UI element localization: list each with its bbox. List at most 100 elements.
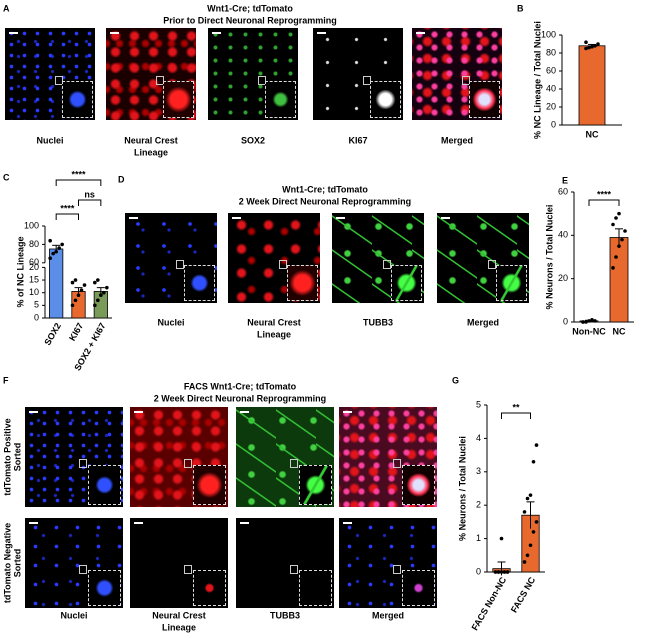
y-tick-label: 20	[546, 101, 556, 111]
y-tick-label: 0	[476, 566, 481, 576]
micrograph	[332, 213, 424, 303]
panel-title: Prior to Direct Neuronal Reprogramming	[163, 15, 337, 25]
data-point	[581, 320, 585, 324]
data-point	[534, 443, 539, 447]
micrograph	[5, 28, 95, 120]
data-point	[614, 255, 618, 259]
data-point	[82, 283, 87, 287]
channel-label: Nuclei	[60, 610, 87, 620]
data-point	[105, 285, 109, 290]
y-tick-label: 0	[34, 312, 39, 322]
data-point	[93, 303, 97, 308]
micrograph	[437, 213, 529, 303]
data-point	[73, 298, 78, 303]
data-point	[70, 280, 75, 285]
data-point	[525, 496, 530, 501]
data-point	[96, 298, 100, 303]
panel-label: E	[562, 175, 568, 185]
data-point	[593, 319, 597, 323]
data-point	[620, 237, 624, 242]
channel-label: Merged	[372, 610, 404, 620]
data-point	[499, 536, 504, 541]
panel-title: Wnt1-Cre; tdTomato	[282, 184, 368, 194]
y-tick-label: 100	[541, 29, 556, 39]
data-point	[505, 570, 510, 574]
data-point	[623, 229, 627, 233]
channel-label: Lineage	[134, 147, 168, 157]
x-tick-label: SOX2	[42, 321, 63, 347]
bar	[578, 45, 606, 126]
panel-label: G	[452, 375, 459, 385]
data-point	[528, 543, 533, 548]
channel-label: Neural Crest	[124, 135, 178, 145]
data-point	[60, 242, 64, 247]
row-label: Sorted	[12, 443, 22, 472]
micrograph	[339, 518, 437, 608]
significance-label: **	[512, 402, 520, 412]
micrograph	[106, 28, 196, 120]
data-point	[496, 570, 501, 574]
y-tick-label: 60	[546, 65, 556, 75]
data-point	[522, 510, 527, 514]
data-point	[79, 288, 84, 292]
y-tick-label: 15	[29, 274, 39, 284]
panel-label: A	[3, 3, 10, 13]
x-tick-label: NC	[613, 326, 626, 336]
panel-label: D	[118, 174, 125, 184]
y-tick-label: 1	[476, 533, 481, 543]
micrograph	[412, 28, 502, 120]
x-tick-label: FACS Non-NC	[470, 575, 509, 632]
data-point	[76, 293, 81, 298]
data-point	[596, 42, 600, 46]
x-tick-label: KI67	[67, 321, 85, 342]
significance-label: ****	[60, 203, 75, 213]
micrograph	[130, 518, 228, 608]
channel-label: SOX2	[241, 135, 265, 145]
significance-bracket	[78, 199, 102, 206]
data-point	[590, 318, 594, 322]
significance-bracket	[588, 199, 620, 206]
x-tick-label: Non-NC	[572, 326, 606, 336]
significance-bracket	[55, 179, 102, 186]
data-point	[522, 560, 527, 564]
y-tick-label: 0	[563, 316, 568, 326]
channel-label: Merged	[467, 317, 499, 327]
data-point	[525, 553, 530, 558]
row-label: tdTomato Positive	[2, 418, 12, 495]
channel-label: TUBB3	[270, 610, 300, 620]
micrograph	[236, 407, 334, 507]
data-point	[614, 216, 618, 220]
channel-label: Neural Crest	[152, 610, 206, 620]
data-point	[96, 278, 100, 282]
y-tick-label: 20	[29, 262, 39, 272]
channel-label: Nuclei	[157, 317, 184, 327]
significance-label: ****	[597, 189, 612, 199]
data-point	[584, 40, 588, 44]
data-point	[73, 278, 78, 282]
data-point	[51, 251, 55, 256]
panel-label: F	[3, 375, 9, 385]
channel-label: Lineage	[257, 329, 291, 339]
data-point	[93, 280, 97, 285]
panel-title: 2 Week Direct Neuronal Reprogramming	[239, 196, 411, 206]
data-point	[587, 319, 591, 323]
significance-label: ****	[71, 169, 86, 179]
significance-label: ns	[84, 189, 95, 199]
data-point	[48, 256, 52, 261]
y-tick-label: 0	[551, 119, 556, 129]
y-tick-label: 60	[558, 186, 568, 196]
data-point	[531, 459, 536, 464]
y-axis-label: % of NC Lineage	[15, 236, 25, 307]
row-label: Sorted	[12, 549, 22, 578]
data-point	[584, 46, 588, 51]
panel-title: FACS Wnt1-Cre; tdTomato	[184, 381, 297, 391]
y-tick-label: 3	[476, 466, 481, 476]
y-tick-label: 20	[558, 273, 568, 283]
micrograph	[25, 518, 123, 608]
y-axis-label: % Neurons / Total Nuclei	[544, 205, 554, 310]
micrograph	[130, 407, 228, 507]
y-axis-label: % NC Lineage / Total Nuclei	[532, 21, 542, 139]
data-point	[48, 238, 52, 243]
